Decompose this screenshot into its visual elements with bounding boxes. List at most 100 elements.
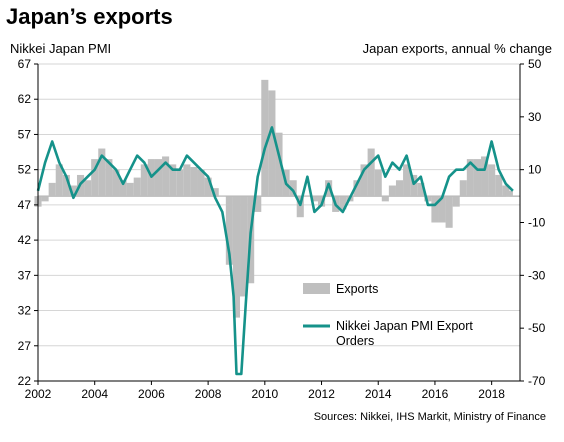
exports-bar (91, 159, 99, 197)
legend-swatch-exports (303, 283, 330, 294)
legend-label-pmi: Nikkei Japan PMI Export Orders (336, 319, 473, 348)
exports-bar (154, 159, 163, 197)
exports-bar (481, 156, 489, 197)
exports-bar (62, 174, 70, 197)
left-tick-label: 42 (18, 233, 32, 247)
exports-bar (133, 177, 141, 197)
legend-label-pmi-line2: Orders (336, 334, 374, 348)
right-tick-label: 30 (528, 110, 542, 124)
exports-bar (162, 156, 170, 197)
exports-bar (424, 196, 432, 202)
x-tick-label: 2010 (251, 387, 278, 401)
exports-bar (381, 196, 389, 202)
exports-bar (84, 180, 92, 197)
exports-bar (431, 196, 439, 223)
pmi-export-orders-line (36, 126, 514, 376)
exports-bar (169, 164, 177, 197)
exports-bar (438, 196, 446, 223)
exports-bar (268, 90, 276, 197)
right-tick-label: -50 (528, 321, 546, 335)
exports-bar (505, 190, 513, 197)
right-tick-label: -10 (528, 216, 546, 230)
exports-bar (502, 185, 510, 197)
exports-bar (119, 180, 127, 197)
exports-bar (254, 196, 262, 212)
exports-bar (176, 169, 184, 197)
exports-bar (303, 196, 311, 197)
exports-bar (69, 185, 77, 197)
exports-bar (459, 180, 467, 197)
exports-bar (126, 182, 134, 197)
right-axis-title: Japan exports, annual % change (362, 41, 552, 56)
x-tick-label: 2006 (138, 387, 165, 401)
right-tick-label: 10 (528, 163, 542, 177)
exports-bar (296, 196, 304, 218)
exports-bar (240, 196, 248, 297)
exports-bar (395, 180, 404, 197)
exports-bar (488, 164, 496, 197)
exports-bar (466, 159, 474, 197)
exports-bar (140, 164, 148, 197)
right-tick-label: -30 (528, 268, 546, 282)
exports-bar (445, 196, 453, 228)
exports-bar (112, 169, 120, 197)
exports-bar (360, 164, 368, 197)
exports-bar (275, 132, 283, 197)
left-tick-label: 67 (18, 57, 32, 71)
legend: Exports Nikkei Japan PMI Export Orders (303, 282, 473, 348)
exports-bar (197, 169, 205, 197)
left-tick-label: 62 (18, 92, 32, 106)
exports-bar (218, 196, 226, 197)
x-tick-label: 2012 (308, 387, 335, 401)
exports-bar (374, 169, 382, 197)
legend-label-exports: Exports (336, 282, 378, 296)
legend-label-pmi-line1: Nikkei Japan PMI Export (336, 319, 473, 333)
left-tick-label: 47 (18, 198, 32, 212)
x-tick-label: 2008 (195, 387, 222, 401)
right-tick-label: -70 (528, 374, 546, 388)
left-tick-label: 32 (18, 304, 32, 318)
exports-bar (204, 177, 212, 197)
pmi-line (36, 126, 514, 376)
exports-bar (190, 167, 198, 197)
exports-bar (310, 196, 318, 202)
left-tick-label: 27 (18, 339, 32, 353)
left-tick-label: 22 (18, 374, 32, 388)
exports-bar (388, 185, 396, 197)
exports-bar (105, 159, 113, 197)
axes: 22 27 32 37 42 47 52 57 62 67 -70 -50 -30 -10 10 30 50 20… (18, 57, 546, 401)
left-tick-label: 52 (18, 163, 32, 177)
left-tick-label: 37 (18, 268, 32, 282)
exports-bar (452, 196, 460, 207)
exports-bar (325, 180, 333, 197)
exports-bar (183, 164, 191, 197)
exports-bar (55, 164, 63, 197)
x-tick-label: 2018 (478, 387, 505, 401)
chart-title: Japan’s exports (6, 4, 173, 29)
x-tick-label: 2004 (81, 387, 108, 401)
exports-bar (232, 196, 241, 318)
exports-bar (353, 180, 361, 197)
exports-bar (473, 159, 482, 197)
exports-bar (261, 79, 269, 197)
x-tick-label: 2002 (25, 387, 52, 401)
exports-bar (41, 196, 49, 202)
exports-bar (403, 164, 411, 197)
x-tick-label: 2016 (422, 387, 449, 401)
exports-bar (225, 196, 233, 265)
left-axis-title: Nikkei Japan PMI (10, 41, 112, 56)
exports-bar (410, 174, 418, 197)
left-tick-label: 57 (18, 127, 32, 141)
exports-bar (48, 182, 56, 197)
exports-bar (339, 196, 347, 210)
x-tick-label: 2014 (365, 387, 392, 401)
exports-bar (211, 188, 219, 197)
source-note: Sources: Nikkei, IHS Markit, Ministry of… (313, 411, 546, 423)
exports-bar (98, 148, 106, 197)
right-tick-label: 50 (528, 57, 542, 71)
exports-bar (417, 182, 425, 197)
exports-bar (289, 180, 297, 197)
exports-bar (495, 174, 503, 197)
exports-bar (367, 148, 375, 197)
